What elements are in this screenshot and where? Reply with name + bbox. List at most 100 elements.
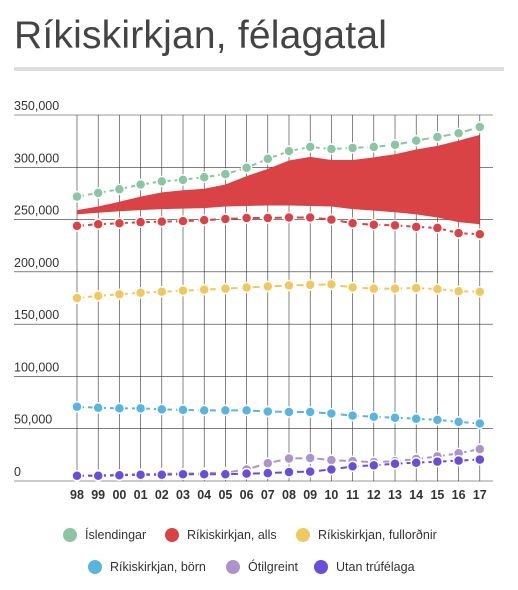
data-point bbox=[304, 406, 316, 418]
data-point bbox=[283, 466, 295, 478]
data-point bbox=[71, 292, 83, 304]
data-point bbox=[325, 407, 338, 420]
data-point bbox=[92, 187, 104, 199]
data-point bbox=[240, 467, 253, 480]
data-point bbox=[368, 219, 380, 231]
data-point bbox=[219, 213, 232, 225]
legend-label: Ríkiskirkjan, börn bbox=[110, 560, 206, 574]
data-point bbox=[325, 278, 338, 291]
data-point bbox=[474, 453, 486, 466]
data-point bbox=[198, 404, 210, 417]
data-point bbox=[156, 403, 168, 416]
data-point bbox=[452, 416, 465, 428]
data-point bbox=[283, 279, 295, 292]
chart-title: Ríkiskirkjan, félagatal bbox=[14, 14, 388, 57]
data-point bbox=[177, 284, 189, 297]
data-point bbox=[452, 285, 465, 297]
data-point bbox=[134, 402, 147, 415]
data-point bbox=[262, 405, 274, 418]
data-point bbox=[198, 171, 210, 183]
x-tick-label: 12 bbox=[367, 488, 381, 502]
data-point bbox=[389, 219, 401, 232]
x-tick-label: 17 bbox=[473, 488, 487, 502]
y-tick-label: 300,000 bbox=[14, 151, 59, 165]
legend-item[interactable]: Ótilgreint bbox=[226, 560, 298, 574]
data-point bbox=[283, 211, 295, 224]
data-point bbox=[71, 470, 83, 482]
filled-gap-area bbox=[77, 134, 480, 225]
data-point bbox=[368, 410, 380, 423]
data-point bbox=[325, 463, 338, 476]
data-point bbox=[92, 218, 104, 231]
x-tick-label: 98 bbox=[70, 488, 84, 502]
data-point bbox=[113, 217, 126, 229]
data-point bbox=[389, 139, 401, 151]
data-point bbox=[304, 141, 316, 153]
data-point bbox=[346, 409, 359, 422]
legend-label: Ótilgreint bbox=[248, 560, 299, 574]
data-point bbox=[262, 153, 274, 165]
data-point bbox=[177, 468, 189, 480]
data-point bbox=[240, 281, 253, 294]
data-point bbox=[346, 460, 359, 473]
data-point bbox=[240, 404, 253, 417]
data-point bbox=[431, 131, 444, 143]
legend-marker bbox=[88, 560, 102, 574]
data-point bbox=[92, 470, 104, 482]
data-point bbox=[304, 279, 316, 291]
legend-item[interactable]: Ríkiskirkjan, börn bbox=[88, 560, 206, 574]
legend-label: Utan trúfélaga bbox=[336, 560, 415, 574]
data-point bbox=[283, 452, 295, 465]
data-point bbox=[113, 288, 126, 301]
data-point bbox=[410, 221, 422, 233]
data-point bbox=[346, 142, 359, 154]
data-point bbox=[452, 127, 465, 140]
legend-item[interactable]: Ríkiskirkjan, alls bbox=[165, 528, 277, 542]
data-point bbox=[431, 455, 444, 468]
data-point bbox=[262, 212, 274, 224]
data-point bbox=[240, 212, 253, 224]
legend-item[interactable]: Ríkiskirkjan, fullorðnir bbox=[296, 528, 437, 542]
legend-item[interactable]: Utan trúfélaga bbox=[314, 560, 415, 574]
data-point bbox=[474, 121, 486, 133]
legend-marker bbox=[165, 528, 179, 542]
data-point bbox=[177, 215, 189, 227]
data-point bbox=[325, 213, 338, 226]
data-point bbox=[325, 143, 338, 155]
data-point bbox=[198, 468, 210, 480]
legend-label: Ríkiskirkjan, fullorðnir bbox=[318, 528, 437, 542]
legend-item[interactable]: Íslendingar bbox=[63, 528, 146, 542]
y-tick-label: 150,000 bbox=[14, 308, 59, 322]
legend-label: Íslendingar bbox=[85, 528, 147, 542]
data-point bbox=[368, 282, 380, 295]
x-tick-label: 07 bbox=[261, 488, 275, 502]
data-point bbox=[410, 134, 422, 147]
x-tick-label: 10 bbox=[324, 488, 338, 502]
data-point bbox=[410, 282, 422, 294]
data-point bbox=[389, 457, 401, 470]
data-point bbox=[219, 168, 232, 180]
data-point bbox=[262, 457, 274, 469]
data-point bbox=[431, 414, 444, 426]
legend-marker bbox=[63, 528, 77, 542]
data-point bbox=[113, 469, 126, 481]
data-point bbox=[368, 141, 380, 153]
data-point bbox=[410, 413, 422, 425]
y-tick-label: 250,000 bbox=[14, 204, 59, 218]
x-tick-label: 00 bbox=[112, 488, 126, 502]
x-tick-label: 04 bbox=[197, 488, 211, 502]
data-point bbox=[346, 281, 359, 294]
data-point bbox=[156, 285, 168, 298]
x-tick-label: 08 bbox=[282, 488, 296, 502]
y-tick-label: 0 bbox=[14, 465, 21, 479]
data-point bbox=[262, 280, 274, 293]
data-point bbox=[452, 227, 465, 239]
data-point bbox=[304, 452, 316, 464]
data-point bbox=[219, 282, 232, 295]
data-point bbox=[134, 178, 147, 191]
data-point bbox=[113, 402, 126, 415]
y-tick-label: 100,000 bbox=[14, 360, 59, 374]
x-tick-label: 15 bbox=[430, 488, 444, 502]
data-point bbox=[156, 468, 168, 481]
